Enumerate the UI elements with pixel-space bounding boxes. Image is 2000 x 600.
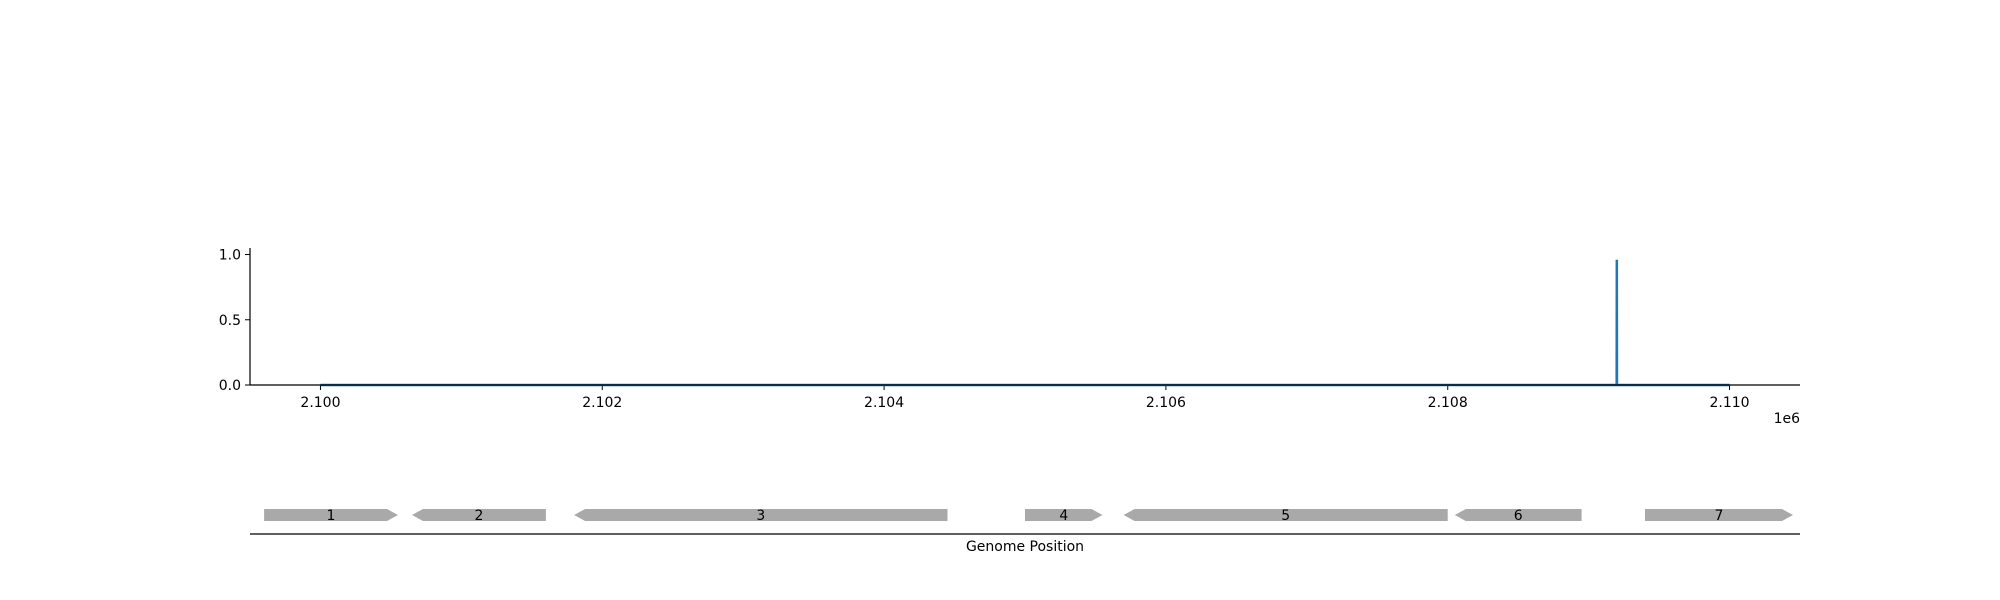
gene-label: 7 (1715, 508, 1724, 524)
x-tick-label: 2.100 (300, 395, 340, 411)
gene-arrow (264, 509, 398, 521)
gene-feature: 4 (1025, 508, 1103, 524)
y-tick-label: 0.5 (219, 313, 241, 329)
gene-arrow (1025, 509, 1103, 521)
x-tick-label: 2.106 (1146, 395, 1186, 411)
genes-layer: 1 2 3 4 5 6 7 (264, 508, 1793, 524)
x-axis-label: Genome Position (966, 539, 1084, 555)
gene-feature: 7 (1645, 508, 1793, 524)
gene-feature: 6 (1454, 508, 1582, 524)
gene-label: 2 (475, 508, 484, 524)
y-tick-label: 0.0 (219, 378, 241, 394)
gene-track: 1 2 3 4 5 6 7 Genome Position (250, 508, 1800, 555)
gene-arrow (574, 509, 948, 521)
x-tick-label: 2.104 (864, 395, 904, 411)
y-tick-label: 1.0 (219, 248, 241, 264)
x-tick-label: 2.110 (1709, 395, 1749, 411)
y-axis-ticks: 0.0 0.5 1.0 (219, 248, 250, 394)
gene-feature: 1 (264, 508, 398, 524)
gene-arrow (412, 509, 546, 521)
gene-label: 6 (1514, 508, 1523, 524)
coverage-plot: 2.100 2.102 2.104 2.106 2.108 2.110 0.0 0.5 1.0… (219, 248, 1800, 427)
x-tick-label: 2.102 (582, 395, 622, 411)
gene-feature: 2 (412, 508, 546, 524)
series-layer (320, 259, 1730, 387)
x-axis-offset-label: 1e6 (1774, 411, 1801, 427)
gene-arrow (1645, 509, 1793, 521)
gene-label: 4 (1059, 508, 1068, 524)
gene-label: 1 (327, 508, 336, 524)
gene-arrow (1454, 509, 1582, 521)
gene-feature: 3 (574, 508, 948, 524)
x-axis-ticks: 2.100 2.102 2.104 2.106 2.108 2.110 (300, 385, 1750, 411)
gene-arrow (1123, 509, 1448, 521)
gene-label: 5 (1281, 508, 1290, 524)
gene-feature: 5 (1123, 508, 1448, 524)
coverage-series-line (320, 259, 1730, 387)
gene-label: 3 (756, 508, 765, 524)
x-tick-label: 2.108 (1428, 395, 1468, 411)
